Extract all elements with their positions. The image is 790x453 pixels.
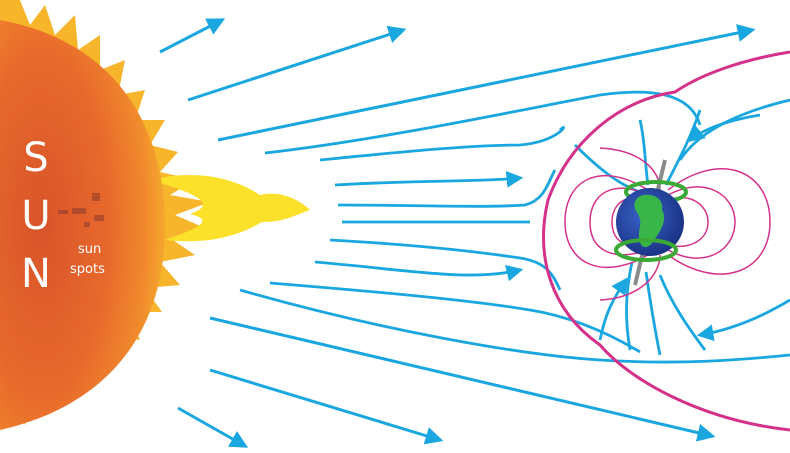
sun-letter-s: S bbox=[23, 135, 49, 181]
field-loop bbox=[599, 254, 661, 301]
streamline bbox=[687, 113, 761, 143]
sunspots bbox=[58, 193, 104, 227]
streamline bbox=[638, 119, 650, 186]
streamline bbox=[664, 109, 702, 186]
streamline bbox=[658, 274, 707, 351]
streamline bbox=[337, 169, 557, 208]
solar-wind-arrow bbox=[209, 368, 444, 445]
sunspots-label-line2: spots bbox=[70, 262, 105, 277]
streamline bbox=[314, 260, 524, 282]
magnetopause-boundary bbox=[542, 50, 790, 432]
field-loop bbox=[667, 186, 736, 259]
streamline bbox=[319, 126, 565, 162]
sunspot bbox=[72, 208, 86, 214]
solar-wind-streamlines bbox=[239, 90, 790, 364]
streamline bbox=[334, 170, 524, 188]
streamline bbox=[678, 98, 790, 161]
streamline bbox=[598, 277, 628, 341]
sunspot bbox=[94, 215, 104, 221]
earth-continent bbox=[634, 194, 665, 248]
solar-wind-arrow bbox=[177, 406, 249, 448]
streamline bbox=[264, 90, 702, 155]
streamline bbox=[625, 261, 634, 351]
field-loop bbox=[667, 196, 709, 247]
solar-wind-arrows bbox=[159, 18, 756, 448]
sun-flare bbox=[150, 175, 310, 242]
sunspot bbox=[58, 210, 68, 214]
field-loop bbox=[667, 168, 771, 275]
earth bbox=[614, 159, 688, 286]
sun-letter-n: N bbox=[21, 251, 51, 297]
solar-wind-arrow bbox=[209, 316, 716, 442]
streamline bbox=[329, 238, 562, 291]
solar-wind-arrow bbox=[187, 25, 407, 102]
solar-wind-arrow bbox=[159, 18, 226, 54]
sunspots-label-line1: sun bbox=[78, 242, 102, 257]
streamline bbox=[696, 298, 790, 342]
sun-body bbox=[0, 20, 165, 430]
sun-letter-u: U bbox=[21, 193, 51, 239]
streamline bbox=[644, 271, 662, 356]
radiation-belt-south bbox=[614, 238, 678, 262]
streamline bbox=[269, 281, 641, 354]
streamline bbox=[239, 288, 790, 364]
sunspot bbox=[92, 193, 100, 201]
sunspot bbox=[84, 222, 90, 227]
field-loop bbox=[564, 174, 649, 269]
solar-wind-arrow bbox=[217, 24, 756, 142]
